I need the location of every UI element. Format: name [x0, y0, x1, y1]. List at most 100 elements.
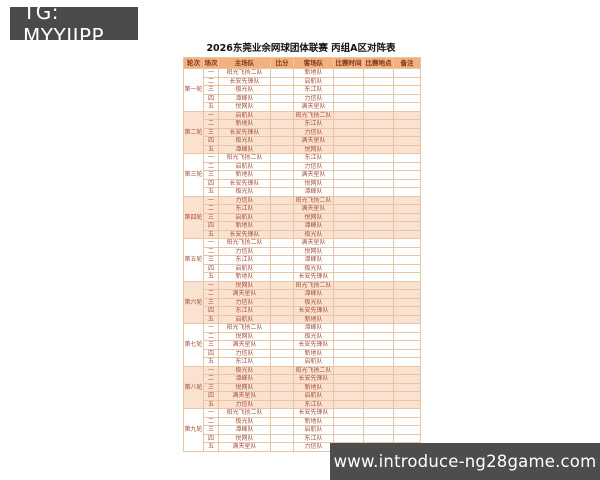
venue-cell — [363, 272, 394, 282]
match-row: 第三轮一阳光飞扬二队 东江队 — [183, 153, 421, 197]
header-row: 轮次 场次 主场队 比分 客场队 比赛时间 比赛地点 备注 — [183, 57, 421, 69]
home-team-cell: 启航队 — [218, 314, 271, 324]
note-cell — [393, 348, 421, 358]
home-team-cell: 极光队 — [218, 365, 271, 375]
column-header-6: 比赛地点 — [363, 57, 394, 69]
match-row: 第六轮一悦网队 阳光飞扬二队 — [183, 280, 421, 324]
time-cell — [333, 340, 364, 350]
time-cell — [333, 229, 364, 239]
note-cell — [393, 408, 421, 418]
venue-cell — [363, 340, 394, 350]
match-row: 二启航队 力信队 — [184, 161, 421, 171]
score-cell — [270, 170, 294, 180]
tg-badge-text: TG: MYYJJPP — [23, 0, 105, 48]
score-cell — [270, 340, 294, 350]
match-row: 四悦网队 东江队 — [184, 433, 421, 443]
match-row: 第七轮一阳光飞扬二队 潭峰队 — [183, 323, 421, 367]
note-cell — [393, 272, 421, 282]
note-cell — [393, 289, 421, 299]
venue-cell — [363, 306, 394, 316]
note-cell — [393, 187, 421, 197]
match-row: 二极光队 新地队 — [184, 416, 421, 426]
home-team-cell: 力信队 — [218, 246, 271, 256]
venue-cell — [363, 289, 394, 299]
match-number-cell: 三 — [203, 212, 219, 222]
round-label: 第五轮 — [183, 238, 204, 282]
venue-cell — [363, 323, 394, 333]
match-row: 五长安先锋队 极光队 — [184, 229, 421, 239]
note-cell — [393, 127, 421, 137]
score-cell — [270, 85, 294, 95]
home-team-cell: 悦网队 — [218, 102, 271, 112]
time-cell — [333, 170, 364, 180]
time-cell — [333, 204, 364, 214]
away-team-cell: 新地队 — [293, 416, 334, 426]
home-team-cell: 长安先锋队 — [218, 229, 271, 239]
match-number-cell: 四 — [203, 433, 219, 443]
match-number-cell: 一 — [203, 68, 219, 78]
note-cell — [393, 391, 421, 401]
footer-url-bar: www.introduce-ng28game.com — [330, 443, 600, 480]
match-row: 四启航队 极光队 — [184, 263, 421, 273]
time-cell — [333, 331, 364, 341]
match-row: 四极光队 满天星队 — [184, 136, 421, 146]
away-team-cell: 新地队 — [293, 68, 334, 78]
match-number-cell: 一 — [203, 280, 219, 290]
match-row: 三力信队 极光队 — [184, 297, 421, 307]
time-cell — [333, 272, 364, 282]
time-cell — [333, 280, 364, 290]
time-cell — [333, 187, 364, 197]
away-team-cell: 极光队 — [293, 297, 334, 307]
venue-cell — [363, 136, 394, 146]
match-number-cell: 四 — [203, 93, 219, 103]
venue-cell — [363, 119, 394, 129]
match-row: 四东江队 长安先锋队 — [184, 306, 421, 316]
home-team-cell: 新地队 — [218, 272, 271, 282]
match-row: 第一轮一阳光飞扬二队 新地队 — [183, 68, 421, 112]
time-cell — [333, 306, 364, 316]
note-cell — [393, 357, 421, 367]
home-team-cell: 潭峰队 — [218, 425, 271, 435]
match-number-cell: 五 — [203, 314, 219, 324]
match-number-cell: 三 — [203, 425, 219, 435]
match-number-cell: 三 — [203, 255, 219, 265]
home-team-cell: 潭峰队 — [218, 374, 271, 384]
away-team-cell: 力信队 — [293, 93, 334, 103]
score-cell — [270, 348, 294, 358]
home-team-cell: 潭峰队 — [218, 144, 271, 154]
match-number-cell: 二 — [203, 246, 219, 256]
home-team-cell: 悦网队 — [218, 382, 271, 392]
match-number-cell: 二 — [203, 289, 219, 299]
note-cell — [393, 297, 421, 307]
away-team-cell: 潭峰队 — [293, 323, 334, 333]
match-row: 五极光队 潭峰队 — [184, 187, 421, 197]
away-team-cell: 阳光飞扬二队 — [293, 365, 334, 375]
away-team-cell: 潭峰队 — [293, 187, 334, 197]
venue-cell — [363, 238, 394, 248]
note-cell — [393, 246, 421, 256]
time-cell — [333, 110, 364, 120]
note-cell — [393, 340, 421, 350]
match-number-cell: 五 — [203, 442, 219, 452]
time-cell — [333, 212, 364, 222]
away-team-cell: 新地队 — [293, 314, 334, 324]
score-cell — [270, 289, 294, 299]
home-team-cell: 启航队 — [218, 161, 271, 171]
away-team-cell: 东江队 — [293, 119, 334, 129]
venue-cell — [363, 76, 394, 86]
match-row: 五东江队 启航队 — [184, 357, 421, 367]
time-cell — [333, 365, 364, 375]
away-team-cell: 满天星队 — [293, 238, 334, 248]
match-number-cell: 五 — [203, 357, 219, 367]
home-team-cell: 力信队 — [218, 348, 271, 358]
time-cell — [333, 399, 364, 409]
note-cell — [393, 178, 421, 188]
home-team-cell: 长安先锋队 — [218, 127, 271, 137]
match-row: 四力信队 新地队 — [184, 348, 421, 358]
match-number-cell: 三 — [203, 297, 219, 307]
match-row: 四满天星队 启航队 — [184, 391, 421, 401]
match-row: 五潭峰队 悦网队 — [184, 144, 421, 154]
away-team-cell: 东江队 — [293, 433, 334, 443]
away-team-cell: 东江队 — [293, 85, 334, 95]
time-cell — [333, 178, 364, 188]
